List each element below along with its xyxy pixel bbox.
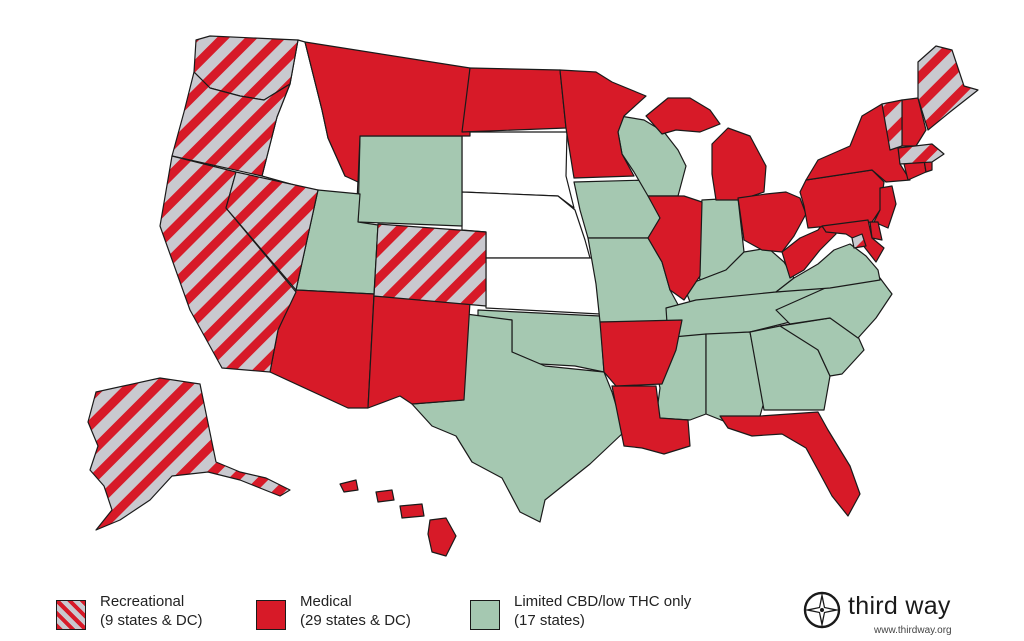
state-michigan-upper: [645, 97, 721, 135]
medical-swatch: [256, 600, 286, 630]
state-new-mexico: [367, 295, 471, 409]
brand-name: third way: [848, 592, 951, 620]
state-kansas: [485, 257, 601, 315]
us-map: [87, 35, 979, 557]
limited-count: (17 states): [514, 612, 585, 629]
state-nevada: [225, 171, 319, 291]
recreational-count: (9 states & DC): [100, 612, 203, 629]
state-hawaii-oahu: [375, 489, 395, 503]
state-hawaii-maui: [399, 503, 425, 519]
dc: [851, 233, 867, 249]
state-maryland: [821, 219, 885, 263]
brand-logo: third way www.thirdway.org: [800, 588, 980, 640]
state-ohio: [737, 191, 807, 253]
medical-label: Medical: [300, 593, 352, 610]
state-wyoming: [357, 135, 463, 227]
state-arkansas: [599, 319, 683, 387]
state-new-jersey: [873, 185, 897, 229]
state-michigan-lower: [711, 127, 767, 201]
state-west-virginia: [781, 219, 837, 279]
state-alaska: [87, 377, 291, 531]
compass-icon: [803, 591, 841, 629]
state-minnesota: [559, 69, 647, 179]
state-vermont: [881, 99, 903, 151]
legend-limited: Limited CBD/low THC only (17 states): [470, 592, 691, 636]
state-florida: [719, 411, 861, 517]
limited-label: Limited CBD/low THC only: [514, 593, 692, 610]
brand-url: www.thirdway.org: [874, 625, 952, 636]
legend-recreational: Recreational (9 states & DC): [56, 592, 203, 636]
state-maine: [917, 45, 979, 131]
limited-swatch: [470, 600, 500, 630]
state-north-dakota: [461, 67, 567, 133]
state-oregon: [171, 71, 291, 177]
state-hawaii-kauai: [339, 479, 359, 493]
state-colorado: [373, 223, 487, 307]
state-illinois: [647, 195, 703, 301]
recreational-swatch: [56, 600, 86, 630]
legend-medical: Medical (29 states & DC): [256, 592, 411, 636]
state-virginia: [775, 243, 881, 293]
state-hawaii-big-island: [427, 517, 457, 557]
medical-count: (29 states & DC): [300, 612, 411, 629]
recreational-label: Recreational: [100, 593, 185, 610]
state-louisiana: [611, 385, 691, 455]
state-massachusetts: [897, 143, 945, 165]
